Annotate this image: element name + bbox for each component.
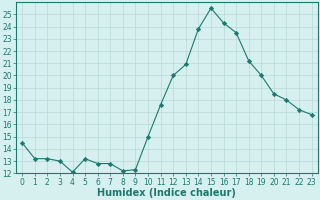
X-axis label: Humidex (Indice chaleur): Humidex (Indice chaleur) bbox=[98, 188, 236, 198]
